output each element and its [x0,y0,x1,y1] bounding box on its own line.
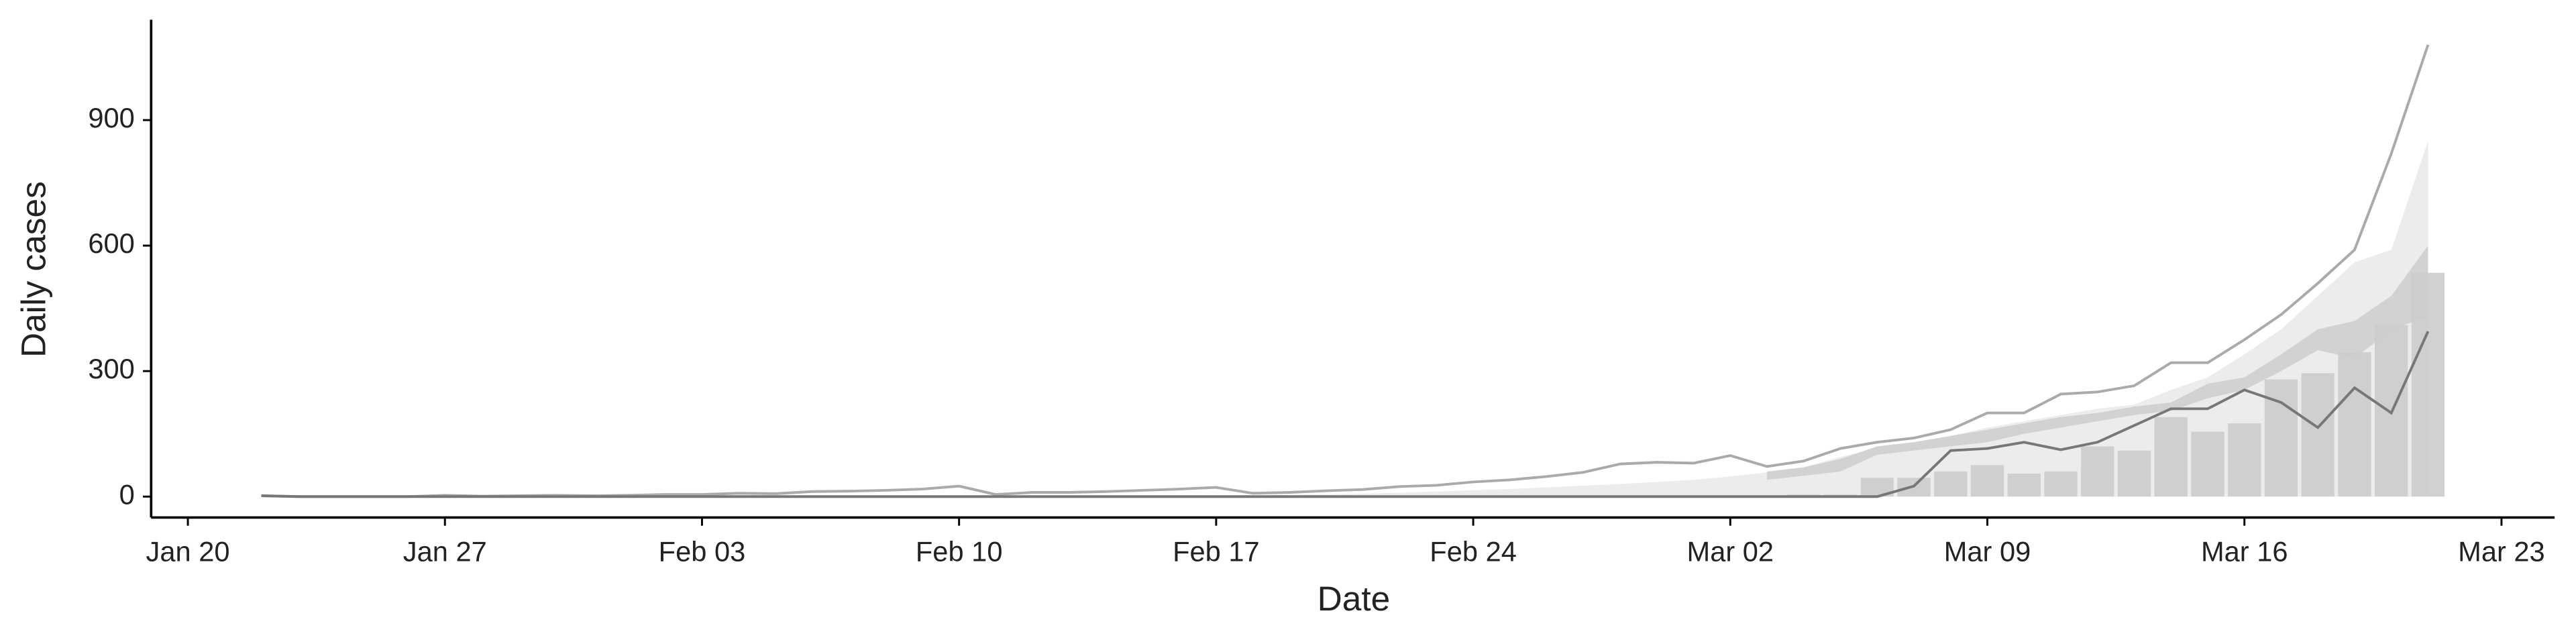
bar [2191,431,2224,497]
x-tick-label: Mar 16 [2201,535,2288,567]
y-tick-label: 300 [88,353,134,384]
bar [2301,373,2334,497]
bar [2117,450,2151,497]
bar [2411,272,2445,497]
x-tick-label: Feb 17 [1173,535,1260,567]
x-tick-label: Feb 24 [1430,535,1517,567]
x-tick-label: Feb 03 [659,535,746,567]
bar [2081,446,2114,497]
bar [2007,473,2041,497]
x-tick-label: Mar 23 [2458,535,2545,567]
y-axis-title: Daily cases [13,181,52,358]
x-tick-label: Jan 27 [403,535,487,567]
bar [2154,417,2188,497]
bar [2228,423,2261,497]
x-axis-title: Date [1318,579,1391,618]
x-tick-label: Feb 10 [916,535,1003,567]
x-tick-label: Jan 20 [146,535,230,567]
x-tick-label: Mar 02 [1687,535,1774,567]
x-tick-label: Mar 09 [1944,535,2031,567]
bar [2264,379,2298,497]
y-tick-label: 900 [88,102,134,133]
ribbon [1216,141,2428,497]
y-tick-label: 0 [119,478,135,510]
bar [1934,471,1968,497]
line [261,331,2430,498]
bar [1970,465,2004,497]
bar [2338,352,2371,497]
y-tick-label: 600 [88,227,134,259]
bar [2044,471,2078,497]
